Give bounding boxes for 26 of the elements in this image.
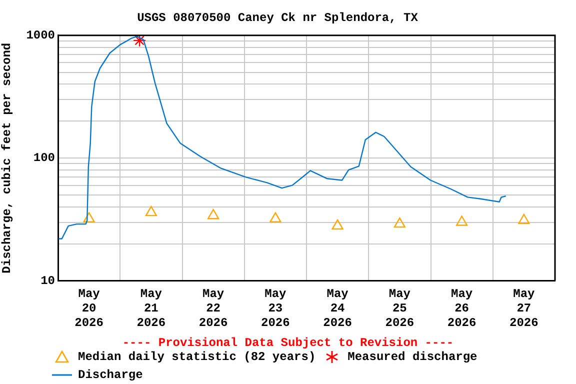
x-tick-label: May 26 2026: [447, 287, 476, 330]
y-tick-label: 100: [33, 151, 55, 166]
point: [332, 219, 344, 230]
x-tick-label: May 25 2026: [385, 287, 414, 330]
point: [394, 217, 406, 228]
point: [132, 35, 146, 48]
x-tick-label: May 23 2026: [261, 287, 290, 330]
legend-label: Measured discharge: [348, 350, 478, 364]
point: [456, 216, 468, 226]
chart-title: USGS 08070500 Caney Ck nr Splendora, TX: [137, 11, 419, 26]
point: [270, 212, 282, 222]
x-tick-label: May 22 2026: [198, 287, 228, 330]
x-tick-label: May 24 2026: [323, 287, 352, 330]
point: [83, 212, 95, 222]
point: [208, 208, 220, 220]
y-axis-title: Discharge, cubic feet per second: [0, 42, 14, 274]
y-tick-label: 1000: [26, 28, 55, 42]
x-tick-label: May 27 2026: [510, 287, 538, 330]
point: [518, 214, 530, 224]
legend-label: Discharge: [78, 368, 143, 382]
legend-label: Median daily statistic (82 years): [78, 350, 316, 364]
y-tick-label: 10: [40, 274, 55, 288]
x-tick-label: May 21 2026: [136, 287, 166, 330]
x-tick-label: May 20 2026: [74, 287, 104, 330]
point: [145, 206, 157, 216]
text: ---- Provisional Data Subject to Revision ----: [121, 336, 455, 350]
